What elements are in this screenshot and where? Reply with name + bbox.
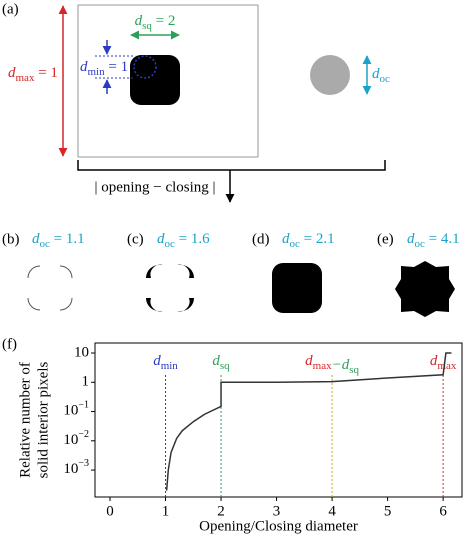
subscript: max [437,360,456,372]
symbol-rest: = 1.6 [175,231,210,247]
tick-exponent: −1 [78,400,89,411]
shape-c [146,264,194,312]
panel-label: (f) [2,336,17,352]
x-tick-label: 1 [162,503,170,519]
dmax-label: dmax = 1 [8,65,58,83]
subscript: min [161,360,179,372]
doc-label: doc [372,66,390,84]
symbol: d [430,353,438,369]
panel-label: (c) [127,231,144,247]
y-tick-label: 10−3 [63,458,89,477]
subscript: oc [40,238,51,250]
panel-title: doc = 1.6 [157,231,210,249]
x-tick-label: 2 [217,503,225,519]
y-tick-label: 1 [82,374,90,390]
domain-box [77,4,259,158]
symbol: d [135,13,143,29]
y-tick-label: 10−1 [63,400,89,419]
tick-exponent: −2 [78,429,89,440]
symbol-rest: = 2.1 [300,231,335,247]
shape-d [272,263,322,313]
marker-label: dmax [430,353,457,371]
data-line [165,352,452,491]
subscript: sq [349,364,359,376]
panel-title: doc = 4.1 [407,231,460,249]
x-axis-label: Opening/Closing diameter [199,518,358,534]
symbol: d [153,353,161,369]
marker-label: dsq [212,353,230,371]
tick-base: 10 [63,461,78,477]
oc-disk [310,55,350,95]
tick-base: 10 [63,432,78,448]
panel-title: doc = 1.1 [32,231,85,249]
subscript: oc [380,73,391,85]
dmin-label: dmin = 1 [80,59,128,77]
symbol: d [212,353,220,369]
square-solid [130,55,180,105]
symbol: d [372,66,380,82]
subscript: oc [290,238,301,250]
symbol-rest: = 4.1 [425,231,460,247]
panel-label: (e) [377,231,394,247]
symbol: d [282,231,290,247]
symbol: −d [332,357,350,373]
panel-label: (a) [2,1,19,17]
symbol: d [8,65,16,81]
subscript: max [16,72,35,84]
symbol: d [157,231,165,247]
marker-label: dmax−dsq [305,353,359,375]
shape-b [27,265,73,311]
bracket [77,160,386,171]
symbol-rest: = 1.1 [50,231,85,247]
plot-frame [94,342,463,498]
symbol: d [32,231,40,247]
symbol-rest: = 1 [105,59,128,75]
symbol-rest: = 2 [152,13,175,29]
tick-base: 10 [63,403,78,419]
subscript: sq [142,20,152,32]
shape-e [395,261,455,317]
symbol: d [80,59,88,75]
operation-label: | opening − closing | [94,179,215,195]
y-axis-label: solid interior pixels [35,362,51,479]
x-tick-label: 4 [328,503,336,519]
y-tick-label: 10 [74,344,89,360]
subscript: min [88,66,106,78]
subscript: sq [220,360,230,372]
subscript: max [313,360,332,372]
marker-label: dmin [153,353,178,371]
y-tick-label: 10−2 [63,429,89,448]
symbol: d [407,231,415,247]
min-circle [133,55,157,79]
symbol: d [305,353,313,369]
x-tick-label: 0 [106,503,114,519]
x-tick-label: 5 [384,503,392,519]
panel-label: (d) [252,231,270,247]
x-tick-label: 3 [273,503,281,519]
y-axis-label: Relative number of [17,362,33,478]
symbol-rest: = 1 [34,65,57,81]
tick-exponent: −3 [78,458,89,469]
panel-label: (b) [2,231,20,247]
dsq-label: dsq = 2 [135,13,176,31]
subscript: oc [165,238,176,250]
panel-title: doc = 2.1 [282,231,335,249]
x-tick-label: 6 [439,503,447,519]
subscript: oc [415,238,426,250]
